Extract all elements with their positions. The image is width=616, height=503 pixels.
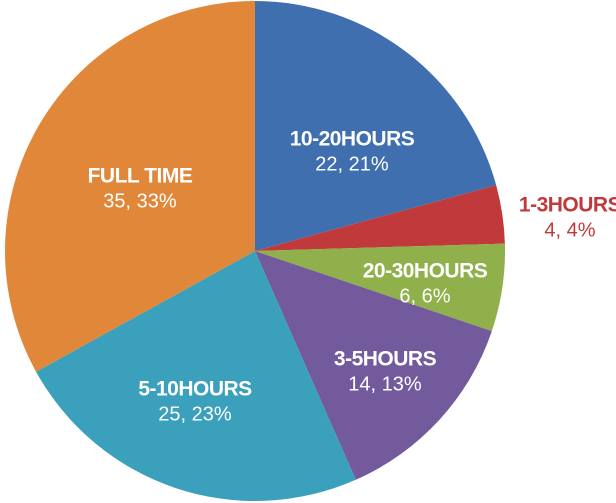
value-label: 14, 13% [348, 373, 422, 395]
pie-slice [4, 1, 255, 372]
pie-slice [255, 251, 492, 480]
value-label: 25, 23% [158, 403, 232, 425]
value-label: 6, 6% [399, 285, 450, 307]
value-label: 35, 33% [103, 190, 177, 212]
slice-label: FULL TIME [88, 165, 193, 188]
pie-slice [36, 251, 356, 502]
pie-slice [255, 243, 505, 332]
slice-label: 10-20HOURS [290, 128, 415, 151]
value-label: 4, 4% [544, 219, 595, 241]
pie-slice [255, 1, 497, 251]
value-label: 22, 21% [315, 153, 389, 175]
slice-label: 5-10HOURS [138, 378, 252, 401]
slice-label: 20-30HOURS [363, 260, 488, 283]
slice-label: 1-3HOURS [519, 194, 616, 217]
pie-slice [255, 185, 505, 251]
slice-label: 3-5HOURS [334, 348, 437, 371]
